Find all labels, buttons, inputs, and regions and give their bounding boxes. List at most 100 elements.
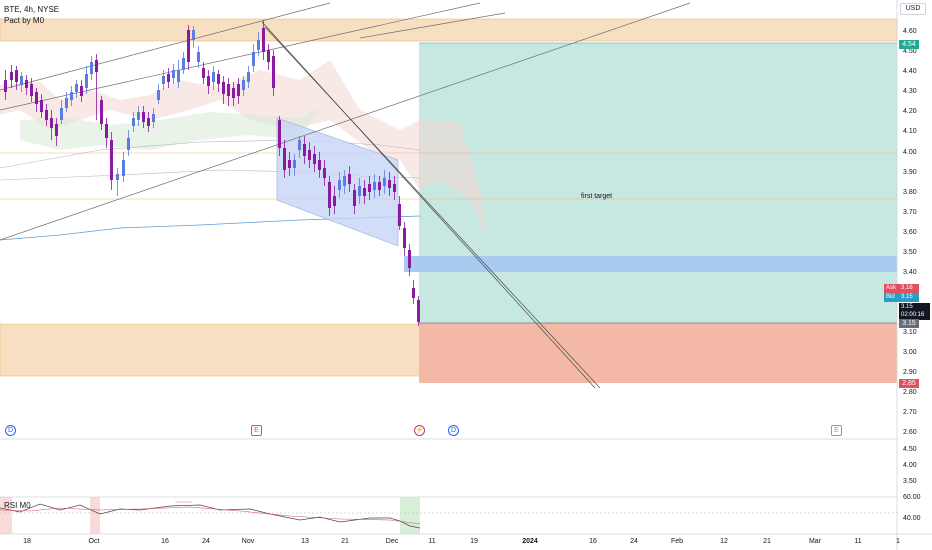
stop-price-tag: 2.85 [899, 379, 919, 388]
candle-body [328, 182, 331, 208]
candle-body [137, 112, 140, 120]
candle-body [172, 70, 175, 78]
candle-body [403, 228, 406, 248]
rsi-header[interactable]: RSI M0 [4, 501, 31, 510]
indicator-header[interactable]: Pact by M0 [4, 16, 45, 25]
candle-body [90, 62, 93, 74]
candle-body [293, 160, 296, 168]
candle-body [207, 76, 210, 86]
candle-body [15, 70, 18, 82]
candle-body [338, 180, 341, 190]
price-tick: 2.70 [903, 409, 917, 416]
time-tick: 13 [301, 538, 309, 545]
price-tick: 3.50 [903, 249, 917, 256]
candle-body [202, 68, 205, 78]
candle-body [157, 90, 160, 100]
candle-body [257, 40, 260, 50]
earnings-marker-upcoming[interactable]: E [831, 425, 842, 436]
candle-body [288, 160, 291, 168]
candle-body [142, 112, 145, 122]
currency-button[interactable]: USD [900, 3, 926, 15]
candle-body [100, 100, 103, 124]
candle-body [60, 108, 63, 120]
candle-body [30, 84, 33, 96]
price-tick: 4.20 [903, 108, 917, 115]
candle-body [358, 186, 361, 196]
candle-body [55, 124, 58, 136]
candle-body [95, 60, 98, 72]
candle-body [272, 56, 275, 88]
candle-body [4, 80, 7, 92]
earnings-marker[interactable]: E [251, 425, 262, 436]
candle-body [212, 72, 215, 82]
candle-body [343, 176, 346, 186]
candle-body [308, 150, 311, 160]
candle-body [217, 74, 220, 84]
candle-body [167, 74, 170, 82]
candle-body [388, 180, 391, 188]
candle-body [122, 160, 125, 176]
time-tick: 16 [161, 538, 169, 545]
symbol-header[interactable]: BTE, 4h, NYSE [4, 5, 60, 14]
candle-body [127, 138, 130, 150]
time-tick: Oct [88, 538, 100, 545]
candle-body [373, 182, 376, 190]
candle-body [222, 82, 225, 94]
candle-body [363, 188, 366, 196]
candle-body [333, 196, 336, 206]
candle-body [318, 160, 321, 170]
candle-body [116, 174, 119, 180]
time-tick: 21 [341, 538, 349, 545]
candle-body [252, 52, 255, 66]
ichimoku-cloud [0, 60, 488, 240]
candle-body [267, 50, 270, 62]
candlesticks[interactable] [4, 20, 420, 326]
time-tick: 11 [428, 538, 436, 545]
candle-body [177, 70, 180, 82]
candle-body [412, 288, 415, 298]
candle-body [75, 84, 78, 92]
candle-body [398, 204, 401, 226]
time-tick: 19 [470, 538, 478, 545]
price-tick: 3.60 [903, 229, 917, 236]
price-tick: 3.90 [903, 169, 917, 176]
last-price-tag: 3.15 02:00:16 [899, 303, 930, 320]
price-tick: 4.10 [903, 128, 917, 135]
candle-body [105, 124, 108, 138]
price-tick: 2.90 [903, 369, 917, 376]
candle-body [20, 76, 23, 85]
candle-body [162, 76, 165, 84]
price-tick: 4.50 [903, 48, 917, 55]
time-tick: 1 [896, 538, 900, 545]
price-tick: 4.40 [903, 68, 917, 75]
candle-body [10, 72, 13, 80]
candle-body [70, 92, 73, 100]
price-tick: 2.60 [903, 429, 917, 436]
split-marker[interactable]: ⚡ [414, 425, 425, 436]
time-tick: 11 [854, 538, 862, 545]
time-tick: Mar [808, 538, 822, 545]
candle-body [187, 30, 190, 62]
rsi-tick: 60.00 [903, 494, 921, 501]
bid-tag: Bid 3.15 [884, 293, 919, 302]
dividend-marker-2[interactable]: D [448, 425, 459, 436]
dividend-marker[interactable]: D [5, 425, 16, 436]
price-tick: 3.80 [903, 189, 917, 196]
svg-text:~~~~~~: ~~~~~~ [175, 500, 193, 506]
time-tick: Nov [241, 538, 255, 545]
candle-body [110, 140, 113, 180]
profit-zone [419, 43, 897, 323]
candle-body [197, 52, 200, 62]
volume-tick: 3.50 [903, 478, 917, 485]
candle-body [368, 184, 371, 192]
candle-body [348, 174, 351, 184]
candle-body [242, 80, 245, 90]
candle-body [323, 168, 326, 178]
time-tick: 12 [720, 538, 728, 545]
candle-body [408, 250, 411, 268]
price-tick: 2.80 [903, 389, 917, 396]
time-tick: Dec [385, 538, 399, 545]
time-tick: 21 [763, 538, 771, 545]
